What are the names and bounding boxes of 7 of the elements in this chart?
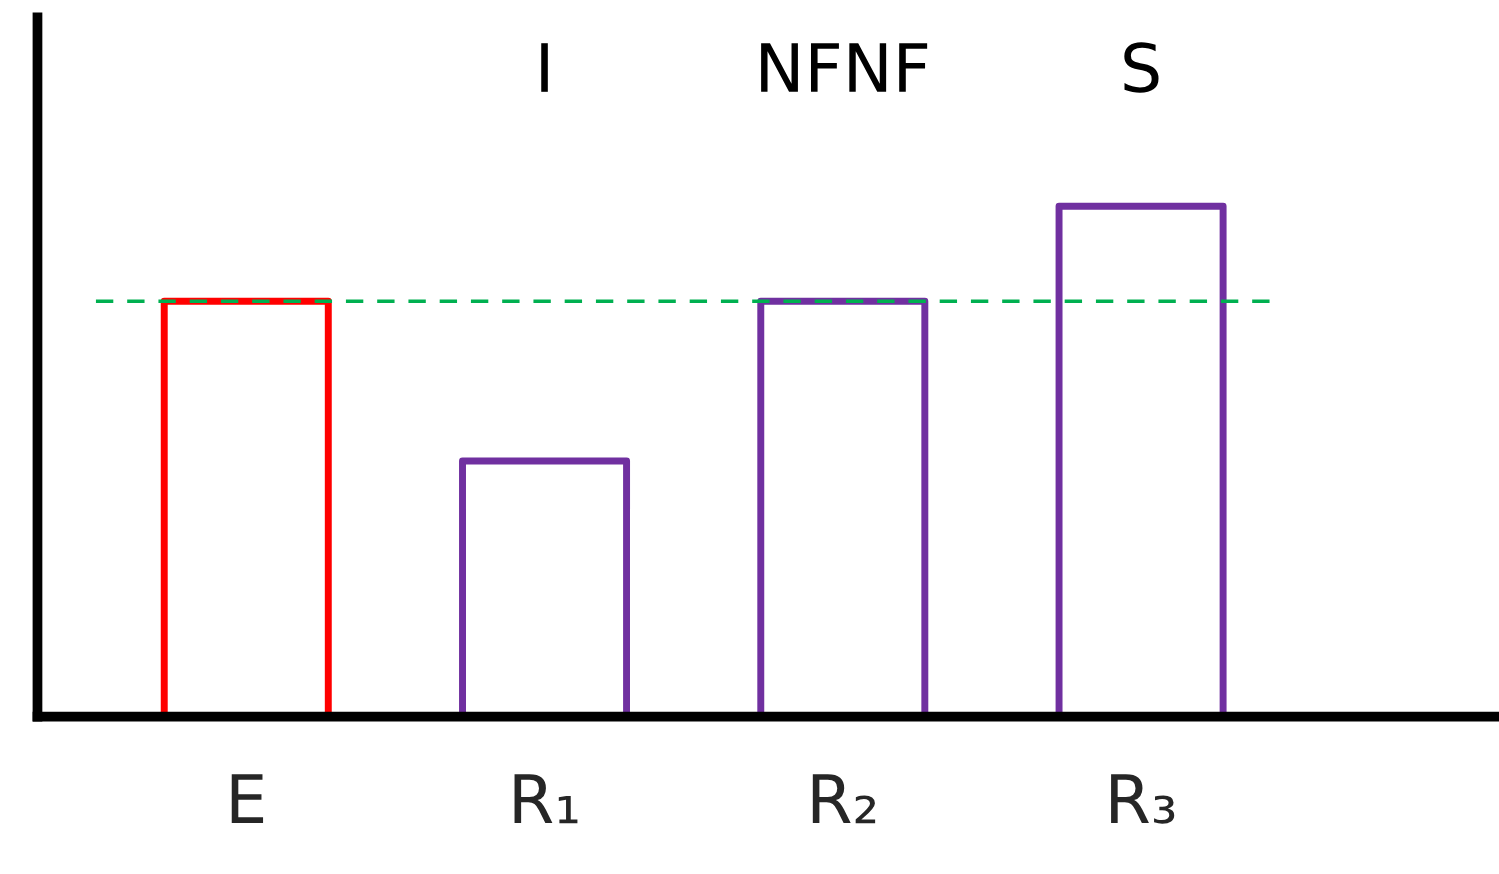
x-tick-label: R₁ [514, 774, 578, 824]
text: NFNF [761, 43, 928, 92]
text: I [541, 43, 548, 92]
text: S [1124, 42, 1159, 93]
x-tick-label: R₃ [1111, 774, 1175, 824]
x-tick-label: E [231, 774, 264, 823]
x-tick-label: R₂ [812, 774, 876, 824]
